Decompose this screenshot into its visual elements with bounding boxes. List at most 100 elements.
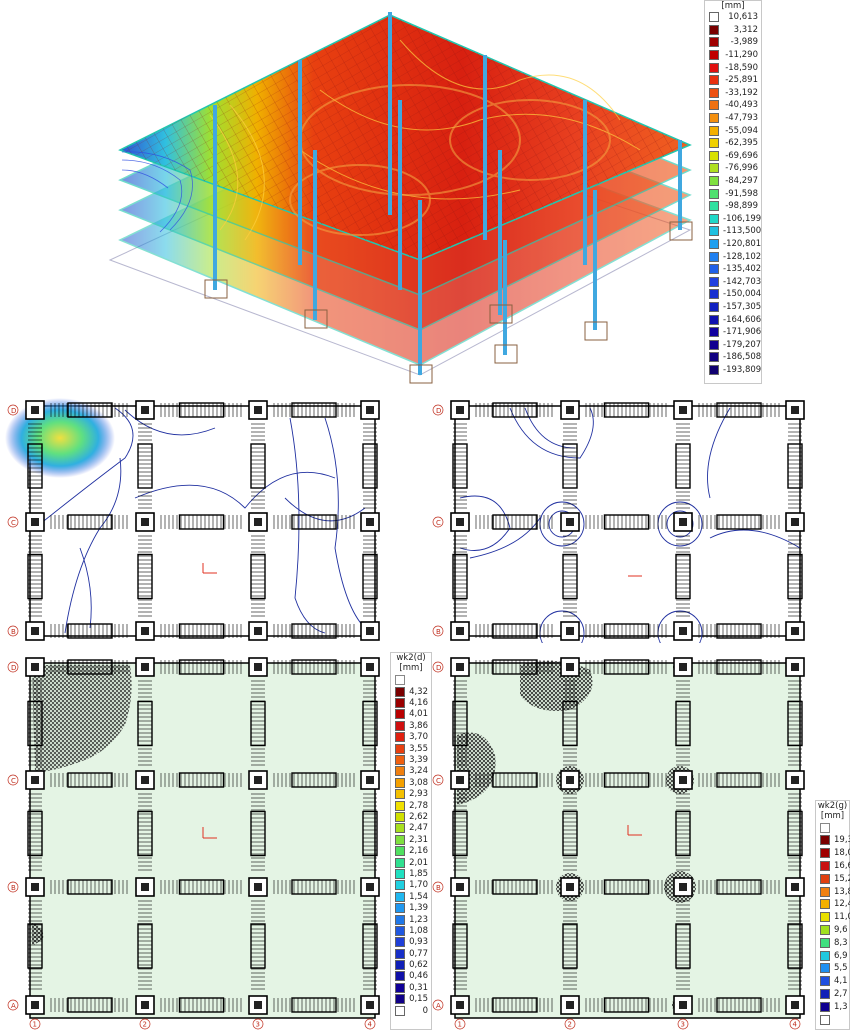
beam: [67, 772, 113, 788]
legend-swatch: [395, 686, 405, 697]
legend-entry: 3,39: [391, 754, 431, 766]
legend-swatch: [395, 960, 405, 971]
legend-swatch: [395, 811, 405, 822]
axis-label-row: B: [436, 628, 441, 636]
legend-entry: 4,01: [391, 709, 431, 720]
legend-swatch: [820, 835, 830, 846]
beam: [452, 553, 468, 600]
legend-entry: -3,989: [705, 36, 761, 49]
axis-label-row: D: [11, 664, 16, 672]
legend-value: 2,16: [409, 846, 428, 857]
legend-entry: 0,46: [391, 971, 431, 982]
legend-entry: 9,6: [816, 924, 849, 937]
legend-value: 0,46: [409, 971, 428, 982]
legend-swatch: [395, 903, 405, 914]
beam: [787, 700, 803, 747]
crack-zone: [32, 665, 132, 773]
legend-value: 0: [422, 1005, 428, 1016]
axis-label-row: D: [436, 664, 441, 672]
crack-zone: [32, 923, 44, 945]
legend-swatch: [820, 976, 830, 987]
legend-value: 1,3: [834, 1001, 848, 1012]
legend-entry: -33,192: [705, 87, 761, 100]
legend-entry: -76,996: [705, 162, 761, 175]
legend-swatch: [820, 873, 830, 884]
legend-value: 1,85: [409, 868, 428, 879]
legend-swatch: [395, 800, 405, 811]
axis-label-row: B: [11, 884, 16, 892]
plan-crack-width-d: D C B A 1 2 3 4: [7, 657, 380, 1030]
legend-entry: -11,290: [705, 49, 761, 62]
legend-value: -18,590: [725, 62, 758, 73]
legend-unit: [mm]: [820, 811, 845, 821]
legend-value: 4,1: [834, 976, 848, 987]
legend-value: -171,906: [723, 327, 762, 338]
axis-label-row: C: [11, 777, 16, 785]
legend-entry: 4,1: [816, 975, 849, 988]
legend-value: 1,54: [409, 891, 428, 902]
legend-value: -76,996: [725, 163, 758, 174]
beam: [250, 923, 266, 969]
beam: [603, 623, 650, 639]
legend-swatch: [820, 848, 830, 859]
legend-entry: 11,0: [816, 911, 850, 924]
legend-value: -40,493: [725, 100, 758, 111]
legend-entry: -98,899: [705, 200, 761, 213]
legend-value: 4,32: [409, 686, 428, 697]
legend-value: -157,305: [723, 301, 762, 312]
legend-swatch: [395, 925, 405, 936]
legend-swatch: [395, 766, 405, 777]
legend-value: -135,402: [723, 264, 762, 275]
legend-entry: 4,32: [391, 686, 431, 697]
legend-value: -142,703: [723, 276, 762, 287]
legend-entry: 2,7: [816, 988, 849, 1001]
legend-swatch: [709, 24, 719, 35]
legend-swatch: [395, 857, 405, 868]
legend-swatch: [709, 264, 719, 275]
legend-value: 19,3: [834, 835, 850, 846]
legend-swatch: [820, 963, 830, 974]
legend-entry: -186,508: [705, 351, 761, 364]
legend-swatch: [709, 113, 719, 124]
beam: [178, 623, 225, 639]
beam: [675, 553, 691, 600]
legend-entry: -128,102: [705, 250, 761, 263]
legend-value: -55,094: [725, 125, 758, 136]
beam: [603, 772, 650, 788]
legend-value: -91,598: [725, 188, 758, 199]
legend-value: 13,8: [834, 886, 850, 897]
beam: [492, 659, 538, 675]
legend-entry: 6,9: [816, 949, 849, 962]
beam: [178, 997, 225, 1013]
beam: [787, 553, 803, 600]
legend-swatch: [709, 100, 719, 111]
legend-entry: -179,207: [705, 338, 761, 351]
beam: [137, 923, 153, 969]
legend-value: -120,801: [723, 238, 762, 249]
legend-swatch: [820, 1014, 830, 1025]
axis-label-col: 4: [793, 1021, 798, 1029]
legend-value: -3,989: [730, 37, 758, 48]
legend-entry: 5,5: [816, 962, 849, 975]
legend-entry: -47,793: [705, 112, 761, 125]
legend-entry: 19,3: [816, 834, 850, 847]
legend-value: -128,102: [723, 251, 762, 262]
legend-value: 3,55: [409, 743, 428, 754]
legend-swatch: [395, 698, 405, 709]
legend-value: 2,78: [409, 800, 428, 811]
legend-entry: 2,47: [391, 823, 431, 834]
axis-label-col: 4: [368, 1021, 373, 1029]
beam: [603, 402, 650, 418]
legend-swatch: [709, 138, 719, 149]
legend-title: wk2(d): [396, 653, 426, 663]
beam: [67, 623, 113, 639]
legend-entry: 2,93: [391, 789, 431, 800]
legend-value: 0,77: [409, 948, 428, 959]
legend-value: 3,70: [409, 732, 428, 743]
slab-layers: [118, 14, 692, 366]
legend-deflection: [mm] 10,613 3,312 -3,989 -11,290 -18,590 -25,…: [704, 0, 762, 384]
legend-value: 2,47: [409, 823, 428, 834]
legend-swatch: [820, 860, 830, 871]
legend-swatch: [709, 176, 719, 187]
axis-label-col: 3: [256, 1021, 260, 1029]
